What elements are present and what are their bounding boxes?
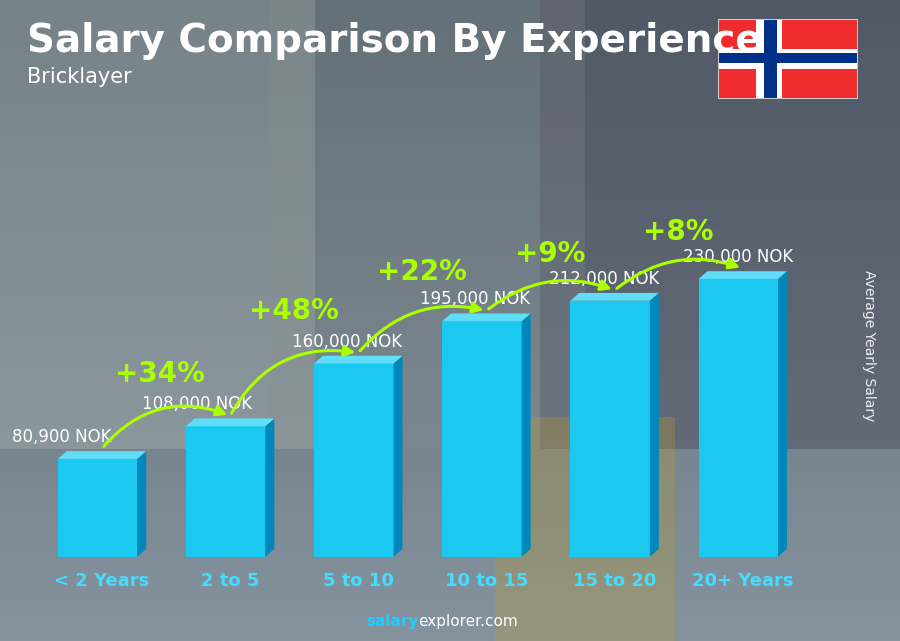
- Bar: [58, 459, 137, 556]
- Bar: [698, 279, 778, 556]
- Bar: [495, 417, 675, 641]
- Bar: [718, 53, 858, 63]
- Bar: [571, 301, 650, 556]
- Polygon shape: [571, 293, 659, 301]
- Text: 195,000 NOK: 195,000 NOK: [420, 290, 531, 308]
- Polygon shape: [442, 313, 531, 321]
- Polygon shape: [314, 356, 402, 363]
- Text: Average Yearly Salary: Average Yearly Salary: [861, 271, 876, 422]
- Text: 80,900 NOK: 80,900 NOK: [12, 428, 112, 446]
- Text: 15 to 20: 15 to 20: [573, 572, 656, 590]
- Text: 20+ Years: 20+ Years: [692, 572, 794, 590]
- Text: +48%: +48%: [249, 297, 339, 325]
- Polygon shape: [58, 451, 146, 459]
- Bar: [718, 49, 858, 69]
- Text: +8%: +8%: [644, 218, 714, 246]
- Polygon shape: [522, 313, 531, 556]
- Polygon shape: [650, 293, 659, 556]
- Polygon shape: [186, 419, 274, 426]
- Bar: [764, 19, 777, 99]
- Text: 230,000 NOK: 230,000 NOK: [683, 248, 794, 266]
- Bar: [442, 321, 522, 556]
- Bar: [186, 426, 266, 556]
- Polygon shape: [266, 419, 274, 556]
- Text: salary: salary: [366, 615, 418, 629]
- Text: Salary Comparison By Experience: Salary Comparison By Experience: [27, 22, 761, 60]
- Text: < 2 Years: < 2 Years: [54, 572, 149, 590]
- Polygon shape: [698, 271, 787, 279]
- Bar: [756, 19, 781, 99]
- Bar: [540, 0, 900, 449]
- Text: +9%: +9%: [516, 240, 586, 268]
- Text: +34%: +34%: [114, 360, 204, 388]
- Text: 212,000 NOK: 212,000 NOK: [548, 270, 659, 288]
- Text: 2 to 5: 2 to 5: [201, 572, 259, 590]
- Text: 10 to 15: 10 to 15: [445, 572, 528, 590]
- Polygon shape: [778, 271, 787, 556]
- Text: 108,000 NOK: 108,000 NOK: [142, 395, 253, 413]
- Text: 5 to 10: 5 to 10: [323, 572, 393, 590]
- Bar: [0, 0, 315, 449]
- Text: 160,000 NOK: 160,000 NOK: [292, 333, 402, 351]
- Bar: [270, 0, 585, 449]
- Polygon shape: [137, 451, 146, 556]
- Polygon shape: [393, 356, 402, 556]
- Text: +22%: +22%: [377, 258, 467, 286]
- Bar: [314, 363, 393, 556]
- Text: explorer.com: explorer.com: [418, 615, 518, 629]
- Text: Bricklayer: Bricklayer: [27, 67, 131, 87]
